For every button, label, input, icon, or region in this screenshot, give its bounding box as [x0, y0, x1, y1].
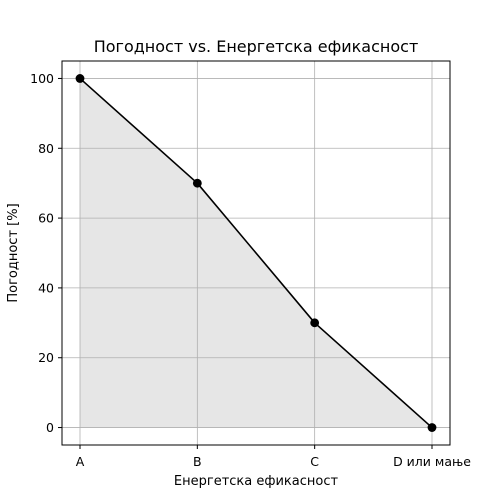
x-tick-label: D или мање: [393, 454, 471, 469]
y-axis-label: Погодност [%]: [6, 203, 21, 302]
x-tick-label: C: [310, 454, 319, 469]
series-line: [79, 77, 433, 429]
x-tick-label: A: [76, 454, 85, 469]
plot-frame: [61, 60, 451, 446]
y-tick-label: 40: [38, 280, 54, 295]
data-point-D или мање: [427, 423, 437, 432]
y-tick-label: 100: [30, 71, 54, 86]
data-point-B: [192, 178, 202, 188]
data-point-A: [75, 74, 85, 83]
y-tick-label: 20: [38, 350, 54, 365]
x-axis-label: Енергетска ефикасност: [174, 474, 339, 489]
tick-layer: A B C D или мање 0 20 40 60 80 100: [30, 71, 471, 469]
grid-layer: [62, 61, 450, 445]
data-point-C: [310, 318, 320, 328]
y-tick-label: 80: [38, 141, 54, 156]
chart-title: Погодност vs. Енергетска ефикасност: [94, 37, 419, 56]
y-tick-label: 60: [38, 211, 54, 226]
x-tick-label: B: [193, 454, 202, 469]
series-layer: [75, 74, 437, 432]
y-tick-label: 0: [46, 420, 54, 435]
